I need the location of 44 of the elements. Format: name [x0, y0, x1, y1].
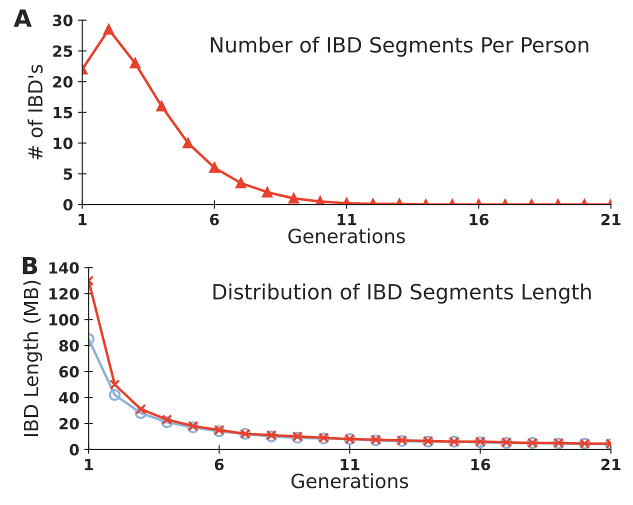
y-tick-label: 5 — [64, 168, 72, 180]
y-tick-label: 0 — [63, 198, 73, 211]
y-tick-label: 120 — [49, 288, 79, 300]
y-axis-title: IBD Length (MB) — [23, 280, 42, 436]
y-tick-label: 60 — [59, 366, 79, 378]
y-tick-label: 20 — [60, 418, 79, 430]
point — [130, 58, 140, 68]
y-tick-label: 25 — [53, 45, 72, 57]
point — [161, 416, 173, 428]
y-tick-label: 100 — [49, 314, 79, 326]
y-tick-label: 30 — [53, 14, 73, 26]
x-tick-label: 11 — [338, 214, 356, 226]
x-tick-label: 21 — [601, 458, 620, 470]
y-tick-label: 140 — [49, 262, 79, 274]
point — [182, 138, 194, 148]
y-tick-label: 80 — [59, 340, 79, 352]
point — [162, 414, 172, 425]
text: Distribution of IBD Segments Length — [213, 283, 591, 304]
x-tick-label: 1 — [85, 458, 93, 470]
point — [110, 379, 120, 390]
x-tick-label: 16 — [471, 458, 490, 470]
y-tick-label: 20 — [53, 76, 73, 88]
x-tick-label: 6 — [210, 214, 219, 226]
text: Number of IBD Segments Per Person — [210, 36, 588, 57]
x-tick-label: 21 — [601, 214, 620, 226]
y-tick-label: 0 — [70, 444, 79, 456]
point — [108, 389, 121, 401]
y-axis-title: # of IBD's — [28, 64, 43, 160]
text: A — [14, 10, 32, 27]
y-tick-label: 10 — [54, 138, 73, 150]
point — [104, 24, 114, 35]
x-tick-label: 1 — [78, 214, 87, 226]
point — [209, 162, 220, 173]
point — [134, 407, 147, 419]
x-tick-label: 11 — [340, 458, 360, 470]
text: B — [22, 256, 38, 274]
point — [136, 404, 146, 414]
x-tick-label: 6 — [214, 458, 224, 470]
y-tick-label: 15 — [54, 107, 72, 118]
x-axis-title: Generations — [292, 473, 408, 488]
point — [156, 101, 167, 112]
x-axis-title: Generations — [288, 228, 405, 244]
x-tick-label: 16 — [470, 214, 489, 226]
y-tick-label: 40 — [59, 392, 79, 404]
